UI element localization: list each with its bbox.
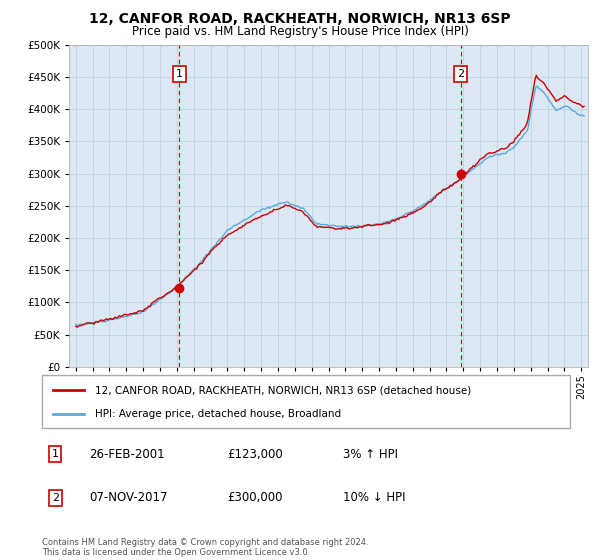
Text: 10% ↓ HPI: 10% ↓ HPI [343, 492, 406, 505]
Text: 12, CANFOR ROAD, RACKHEATH, NORWICH, NR13 6SP (detached house): 12, CANFOR ROAD, RACKHEATH, NORWICH, NR1… [95, 385, 471, 395]
Text: 2: 2 [52, 493, 59, 503]
FancyBboxPatch shape [42, 375, 570, 428]
Text: 26-FEB-2001: 26-FEB-2001 [89, 447, 165, 460]
Text: £300,000: £300,000 [227, 492, 282, 505]
Text: Price paid vs. HM Land Registry's House Price Index (HPI): Price paid vs. HM Land Registry's House … [131, 25, 469, 38]
Text: 3% ↑ HPI: 3% ↑ HPI [343, 447, 398, 460]
Text: 1: 1 [52, 449, 59, 459]
Text: 1: 1 [176, 69, 183, 79]
Text: Contains HM Land Registry data © Crown copyright and database right 2024.
This d: Contains HM Land Registry data © Crown c… [42, 538, 368, 557]
Text: 12, CANFOR ROAD, RACKHEATH, NORWICH, NR13 6SP: 12, CANFOR ROAD, RACKHEATH, NORWICH, NR1… [89, 12, 511, 26]
Text: £123,000: £123,000 [227, 447, 283, 460]
Text: 07-NOV-2017: 07-NOV-2017 [89, 492, 168, 505]
Text: 2: 2 [457, 69, 464, 79]
Text: HPI: Average price, detached house, Broadland: HPI: Average price, detached house, Broa… [95, 408, 341, 418]
